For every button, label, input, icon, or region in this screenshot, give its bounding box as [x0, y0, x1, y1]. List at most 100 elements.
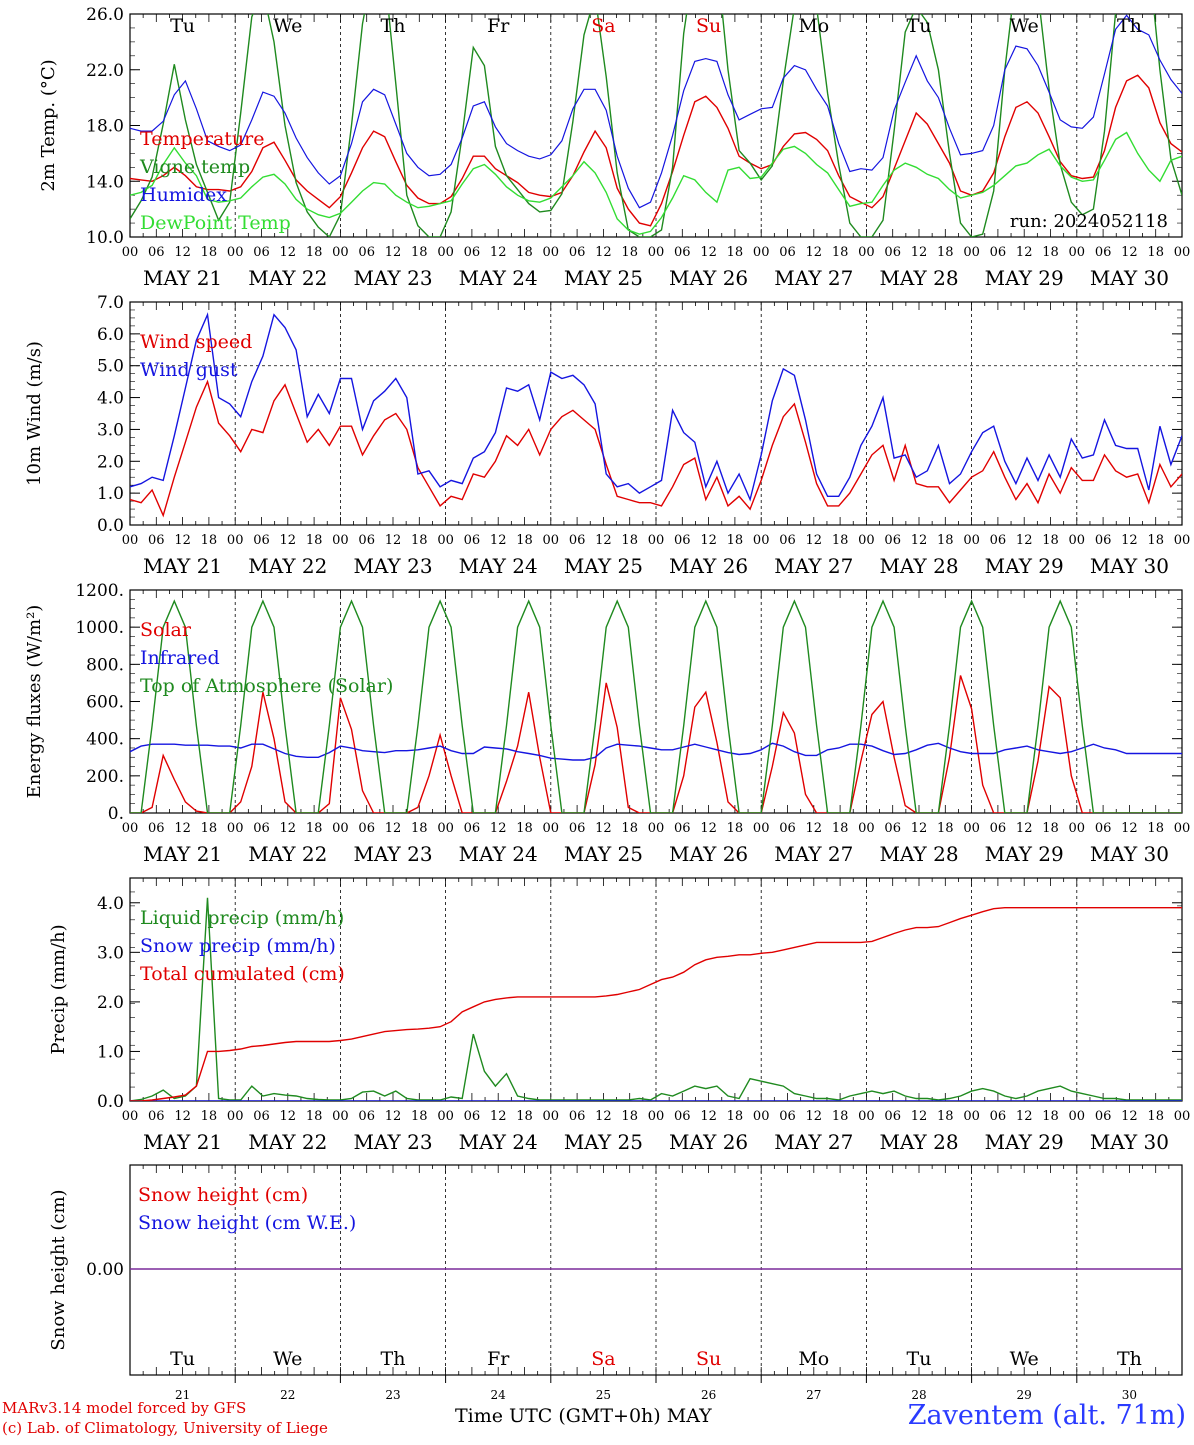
- hour-tick-label: 00: [858, 245, 875, 260]
- hour-tick-label: 18: [1042, 1109, 1059, 1124]
- legend-entry: Snow height (cm): [138, 1184, 308, 1206]
- date-label: MAY 26: [669, 842, 748, 866]
- hour-tick-label: 12: [911, 533, 928, 548]
- legend-entry: Infrared: [140, 647, 220, 669]
- day-abbr: Mo: [798, 1348, 829, 1370]
- hour-tick-label: 12: [1016, 1109, 1033, 1124]
- hour-tick-label: 00: [543, 245, 560, 260]
- panel-frame: [129, 13, 1183, 238]
- hour-tick-label: 00: [753, 1109, 770, 1124]
- hour-tick-label: 06: [569, 245, 586, 260]
- hour-tick-label: 12: [385, 245, 402, 260]
- hour-tick-label: 06: [253, 1109, 270, 1124]
- legend-entry: Wind speed: [140, 331, 252, 353]
- hour-tick-label: 06: [990, 821, 1007, 836]
- series-line-1: [130, 74, 1182, 227]
- hour-tick-label: 12: [806, 1109, 823, 1124]
- hour-tick-label: 12: [174, 1109, 191, 1124]
- date-label: MAY 29: [985, 266, 1064, 290]
- hour-tick-label: 00: [858, 533, 875, 548]
- y-tick-label: 3.0: [97, 420, 124, 440]
- date-label: MAY 28: [879, 842, 958, 866]
- y-tick-label: 800.: [86, 655, 124, 675]
- day-abbr: Tu: [170, 1348, 195, 1370]
- hour-tick-label: 00: [963, 533, 980, 548]
- hour-tick-label: 06: [464, 1109, 481, 1124]
- hour-tick-label: 06: [358, 1109, 375, 1124]
- y-tick-label: 5.0: [97, 357, 124, 377]
- legend-entry: Humidex: [140, 184, 227, 206]
- date-label: MAY 22: [248, 842, 327, 866]
- day-abbr: Th: [381, 1348, 406, 1370]
- date-label: MAY 21: [143, 1130, 222, 1154]
- hour-tick-label: 12: [806, 533, 823, 548]
- date-label: MAY 28: [879, 554, 958, 578]
- hour-tick-label: 00: [963, 245, 980, 260]
- hour-tick-label: 06: [148, 533, 165, 548]
- hour-tick-label: 06: [1095, 1109, 1112, 1124]
- hour-tick-label: 06: [358, 821, 375, 836]
- legend-entry: Snow precip (mm/h): [140, 935, 336, 957]
- day-number-label: 21: [175, 1388, 190, 1402]
- hour-tick-label: 00: [858, 1109, 875, 1124]
- day-abbr: Fr: [487, 1348, 510, 1370]
- hour-tick-label: 12: [280, 533, 297, 548]
- hour-tick-label: 18: [1147, 533, 1164, 548]
- date-label: MAY 30: [1090, 842, 1169, 866]
- date-label: MAY 30: [1090, 554, 1169, 578]
- y-tick-label: 14.0: [86, 172, 124, 192]
- credit-line-1: MARv3.14 model forced by GFS: [2, 1399, 247, 1417]
- legend-entry: Wind gust: [140, 359, 238, 381]
- day-abbr: We: [273, 15, 302, 37]
- hour-tick-label: 18: [832, 1109, 849, 1124]
- hour-tick-label: 00: [1069, 533, 1086, 548]
- hour-tick-label: 06: [884, 245, 901, 260]
- legend-entry: Vigne temp: [139, 156, 250, 178]
- date-label: MAY 24: [459, 1130, 538, 1154]
- legend-entry: DewPoint Temp: [140, 212, 291, 234]
- x-axis-title: Time UTC (GMT+0h) MAY: [455, 1405, 712, 1427]
- run-label: run: 2024052118: [1010, 211, 1168, 232]
- y-axis-label: 10m Wind (m/s): [24, 341, 45, 486]
- y-tick-label: 22.0: [86, 61, 124, 81]
- hour-tick-label: 00: [1174, 533, 1191, 548]
- hour-tick-label: 00: [1174, 1109, 1191, 1124]
- hour-tick-label: 00: [648, 821, 665, 836]
- date-label: MAY 23: [353, 842, 432, 866]
- date-label: MAY 29: [985, 842, 1064, 866]
- day-number-label: 22: [280, 1388, 295, 1402]
- hour-tick-label: 00: [963, 821, 980, 836]
- y-axis-label: Snow height (cm): [48, 1189, 69, 1350]
- panel-5: 0.00 Snow height (cm) Snow height (cm) Snow…: [48, 1164, 1183, 1402]
- hour-tick-label: 06: [779, 245, 796, 260]
- hour-tick-label: 06: [674, 821, 691, 836]
- hour-tick-label: 12: [700, 1109, 717, 1124]
- x-axis-title-text: Time UTC (GMT+0h): [455, 1405, 661, 1427]
- credit-line-2: (c) Lab. of Climatology, University of L…: [2, 1419, 328, 1437]
- hour-tick-label: 00: [858, 821, 875, 836]
- hour-tick-label: 18: [1042, 533, 1059, 548]
- x-axis-month: MAY: [666, 1405, 712, 1427]
- day-abbr: Th: [1117, 1348, 1142, 1370]
- hour-tick-label: 06: [464, 821, 481, 836]
- hour-tick-label: 18: [201, 533, 218, 548]
- day-number-label: 29: [1017, 1388, 1032, 1402]
- date-label: MAY 28: [879, 266, 958, 290]
- legend-entry: Solar: [140, 619, 192, 641]
- y-tick-label: 3.0: [97, 943, 124, 963]
- hour-tick-label: 06: [779, 821, 796, 836]
- hour-tick-label: 00: [753, 245, 770, 260]
- hour-tick-label: 00: [122, 1109, 139, 1124]
- date-label: MAY 22: [248, 266, 327, 290]
- legend-entry: Top of Atmosphere (Solar): [140, 675, 393, 697]
- y-tick-label: 4.0: [97, 389, 124, 409]
- hour-tick-label: 06: [884, 821, 901, 836]
- date-label: MAY 25: [564, 842, 643, 866]
- hour-tick-label: 12: [595, 821, 612, 836]
- y-tick-label: 26.0: [86, 5, 124, 25]
- hour-tick-label: 12: [911, 821, 928, 836]
- date-label: MAY 28: [879, 1130, 958, 1154]
- hour-tick-label: 06: [1095, 533, 1112, 548]
- hour-tick-label: 12: [1121, 821, 1138, 836]
- hour-tick-label: 00: [332, 821, 349, 836]
